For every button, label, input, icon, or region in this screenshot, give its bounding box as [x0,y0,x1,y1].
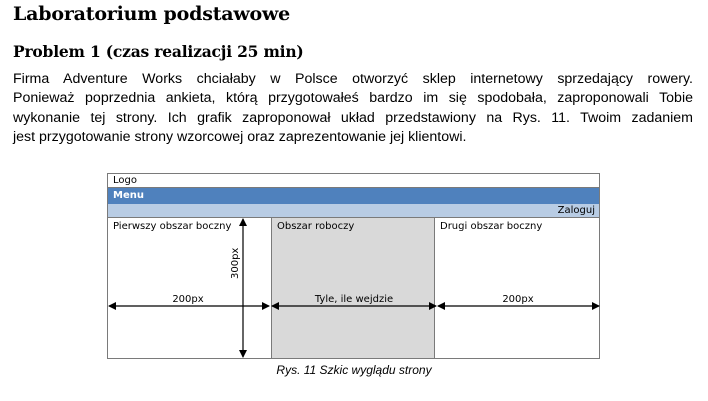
height-dimension-label: 300px [230,248,241,279]
left-sidebar-label: Pierwszy obszar boczny [113,221,232,232]
menu-bar: Menu [108,188,599,204]
document-heading: Laboratorium podstawowe [13,3,291,25]
paragraph-line-4: jest przygotowanie strony wzorcowej oraz… [13,129,467,146]
logo-label: Logo [113,175,137,186]
paragraph-line-2: Ponieważ poprzednia ankieta, którą przyg… [13,90,693,107]
left-width-label: 200px [172,294,203,305]
main-content-area: Obszar roboczy [271,218,435,358]
paragraph-line-3: wykonanie tej strony. Ich grafik zapropo… [13,109,693,126]
right-sidebar-area: Drugi obszar boczny [435,218,599,358]
left-sidebar-area: Pierwszy obszar boczny [108,218,271,358]
right-width-label: 200px [502,294,533,305]
right-sidebar-label: Drugi obszar boczny [440,221,543,232]
task-paragraph: Firma Adventure Works chciałaby w Polsce… [13,70,693,148]
logo-row: Logo [108,174,599,188]
login-label: Zaloguj [557,205,595,216]
paragraph-line-1: Firma Adventure Works chciałaby w Polsce… [13,71,693,87]
layout-sketch-figure: Logo Menu Zaloguj Pierwszy obszar boczny… [107,173,600,359]
main-content-label: Obszar roboczy [277,221,355,232]
login-bar: Zaloguj [108,204,599,218]
figure-caption: Rys. 11 Szkic wyglądu strony [276,363,432,377]
menu-label: Menu [113,190,144,201]
main-width-label: Tyle, ile wejdzie [314,294,393,305]
problem-title: Problem 1 (czas realizacji 25 min) [13,42,304,61]
